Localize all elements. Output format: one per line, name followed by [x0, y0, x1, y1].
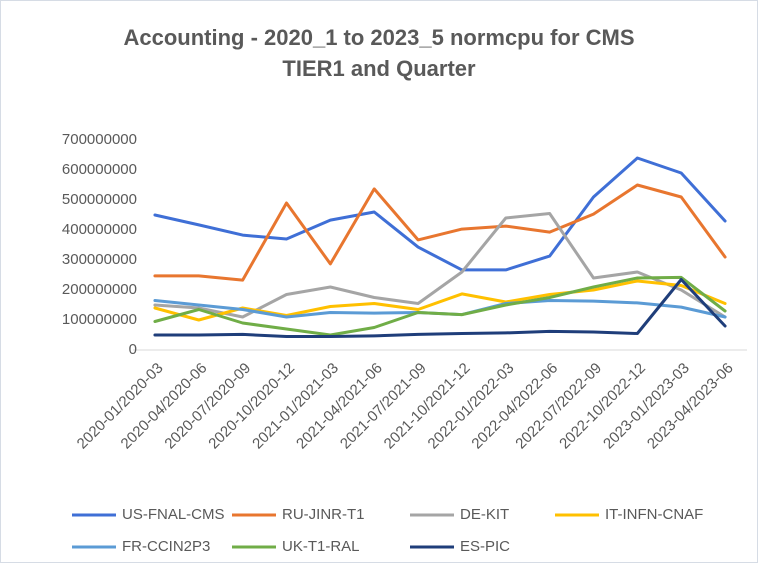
- y-tick-label: 500000000: [62, 191, 137, 208]
- legend-label: IT-INFN-CNAF: [605, 506, 703, 523]
- legend-label: DE-KIT: [460, 506, 509, 523]
- y-tick-label: 400000000: [62, 221, 137, 238]
- y-tick-label: 600000000: [62, 161, 137, 178]
- legend-label: US-FNAL-CMS: [122, 506, 225, 523]
- y-tick-label: 200000000: [62, 281, 137, 298]
- y-tick-label: 300000000: [62, 251, 137, 268]
- legend-label: UK-T1-RAL: [282, 538, 360, 555]
- legend-label: ES-PIC: [460, 538, 510, 555]
- series-line: [153, 275, 727, 337]
- series-line: [153, 183, 727, 282]
- y-tick-label: 700000000: [62, 131, 137, 148]
- y-tick-label: 0: [129, 341, 137, 358]
- series-line: [153, 278, 727, 338]
- chart-title: Accounting - 2020_1 to 2023_5 normcpu fo…: [123, 25, 635, 81]
- series-line: [153, 212, 727, 319]
- series-line: [153, 156, 727, 272]
- y-tick-label: 100000000: [62, 311, 137, 328]
- legend-label: RU-JINR-T1: [282, 506, 365, 523]
- legend-label: FR-CCIN2P3: [122, 538, 210, 555]
